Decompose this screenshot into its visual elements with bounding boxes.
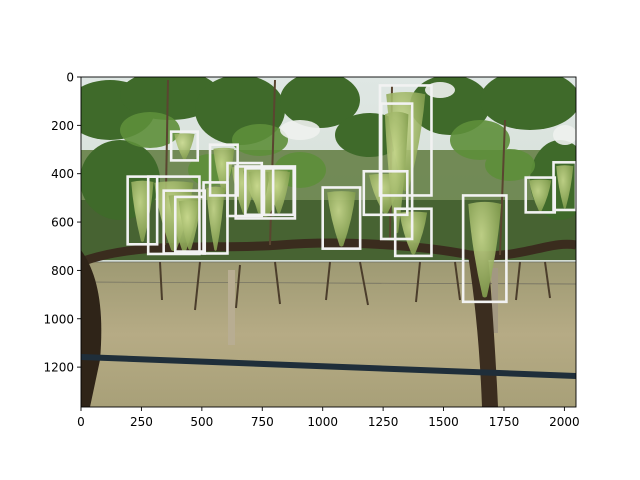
x-tick-label: 750 xyxy=(251,415,274,429)
grape-cluster xyxy=(327,191,356,247)
y-tick-label: 800 xyxy=(51,264,74,278)
x-tick-label: 1000 xyxy=(307,415,338,429)
x-tick-label: 0 xyxy=(77,415,85,429)
detection-box xyxy=(552,161,576,212)
x-tick-label: 250 xyxy=(130,415,153,429)
y-tick-label: 0 xyxy=(66,71,74,85)
detection-box xyxy=(244,167,275,217)
grape-cluster xyxy=(174,133,195,160)
grape-cluster xyxy=(468,201,502,298)
grape-cluster xyxy=(206,186,225,251)
y-tick-label: 200 xyxy=(51,119,74,133)
grape-cluster xyxy=(213,147,235,194)
detection-box xyxy=(461,194,508,304)
detection-box xyxy=(379,102,414,241)
axes-frame xyxy=(80,76,577,408)
grape-cluster xyxy=(529,179,552,212)
grape-cluster xyxy=(556,165,574,209)
detection-box xyxy=(169,130,200,162)
grape-cluster xyxy=(178,200,201,250)
detection-box xyxy=(321,186,362,250)
detection-box xyxy=(362,169,409,217)
x-tick-label: 1500 xyxy=(428,415,459,429)
y-tick-label: 600 xyxy=(51,216,74,230)
x-axis: 0 250 500 750 1000 1250 1500 1750 2000 xyxy=(77,407,580,429)
vineyard-photo xyxy=(81,77,576,407)
x-tick-label: 1750 xyxy=(489,415,520,429)
y-tick-label: 400 xyxy=(51,167,74,181)
detection-box xyxy=(126,175,159,246)
detection-box xyxy=(262,167,295,217)
detection-box xyxy=(202,181,229,255)
detection-boxes xyxy=(126,84,576,304)
detection-box xyxy=(393,207,433,258)
x-tick-label: 1250 xyxy=(368,415,399,429)
x-tick-label: 500 xyxy=(190,415,213,429)
x-tick-label: 2000 xyxy=(549,415,580,429)
y-axis: 0 200 400 600 800 1000 1200 xyxy=(43,71,81,375)
y-tick-label: 1200 xyxy=(43,361,74,375)
detection-box xyxy=(208,143,239,197)
y-tick-label: 1000 xyxy=(43,312,74,326)
